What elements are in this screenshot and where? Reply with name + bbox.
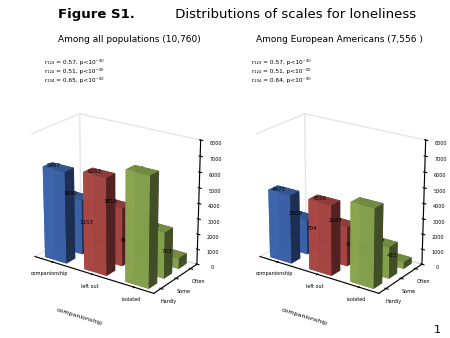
Text: 1: 1 [434, 324, 441, 335]
Text: r₁₂₃ = 0.57, p<10⁻³⁰
r₁₂₄ = 0.51, p<10⁻³⁰
r₂₃₄ = 0.65, p<10⁻³⁰: r₁₂₃ = 0.57, p<10⁻³⁰ r₁₂₄ = 0.51, p<10⁻³… [45, 59, 104, 83]
X-axis label: companionship: companionship [55, 307, 103, 326]
Text: Among European Americans (7,556 ): Among European Americans (7,556 ) [256, 35, 423, 45]
Text: r₁₂₃ = 0.57, p<10⁻³⁰
r₁₂₄ = 0.51, p<10⁻³⁰
r₂₃₄ = 0.64, p<10⁻³⁰: r₁₂₃ = 0.57, p<10⁻³⁰ r₁₂₄ = 0.51, p<10⁻³… [252, 59, 310, 83]
Text: Distributions of scales for loneliness: Distributions of scales for loneliness [171, 8, 416, 21]
Text: Among all populations (10,760): Among all populations (10,760) [58, 35, 201, 45]
Text: Figure S1.: Figure S1. [58, 8, 135, 21]
X-axis label: companionship: companionship [280, 307, 328, 326]
